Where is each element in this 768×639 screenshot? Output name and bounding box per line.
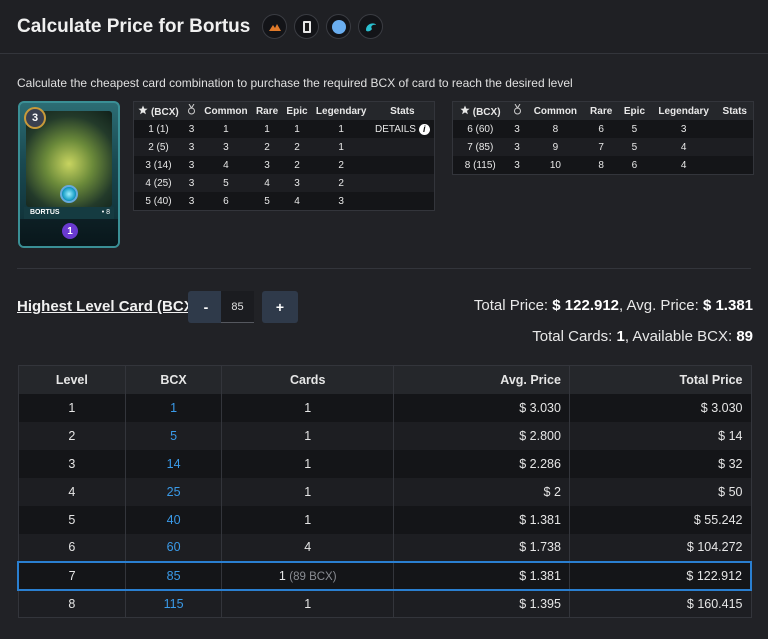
price-table: Level BCX Cards Avg. Price Total Price 1… [17,365,752,618]
table-row: 5 40 1 $ 1.381 $ 55.242 [18,505,752,534]
bcx-link[interactable]: 85 [125,560,222,591]
stats-row: 7 (85) 3 9 7 5 4 [453,138,753,156]
table-row: 4 25 1 $ 2 $ 50 [18,477,752,506]
fire-splinter-icon [262,14,288,39]
stats-row: 6 (60) 3 8 6 5 3 [453,120,753,138]
medal-column-header [507,102,527,120]
common-column-header: Common [526,102,585,120]
cards-column-header: Cards [221,365,395,394]
card-gem [60,185,78,203]
stats-column-header: Stats [370,102,434,120]
section-divider [17,268,751,269]
common-column-header: Common [200,102,252,120]
table-row: 1 1 1 $ 3.030 $ 3.030 [18,393,752,422]
star-icon [138,105,148,114]
legendary-column-header: Legendary [311,102,371,120]
bcx-link[interactable]: 40 [125,505,222,534]
details-link[interactable]: DETAILS i [370,120,434,138]
bcx-link[interactable]: 5 [125,421,222,450]
epic-column-header: Epic [618,102,651,120]
bcx-link[interactable]: 60 [125,533,222,562]
total-price-value: $ 122.912 [552,297,620,314]
stats-column-header: Stats [716,102,753,120]
table-row: 3 14 1 $ 2.286 $ 32 [18,449,752,478]
medal-column-header [182,102,201,120]
legendary-column-header: Legendary [650,102,717,120]
bcx-column-header: BCX [125,365,222,394]
page-title: Calculate Price for Bortus [17,15,251,37]
bcx-link[interactable]: 1 [125,393,222,422]
star-icon [460,105,470,114]
bcx-link[interactable]: 14 [125,449,222,478]
card-image: 3 BORTUS • 8 1 [18,101,120,248]
bcx-link[interactable]: 115 [125,589,222,618]
table-row-selected[interactable]: 7 85 1 (89 BCX) $ 1.381 $ 122.912 [17,560,752,591]
total-price-column-header: Total Price [569,365,752,394]
total-cards-summary: Total Cards: 1, Available BCX: 89 [532,328,753,345]
available-bcx-value: 89 [736,328,753,345]
info-icon: i [418,123,430,135]
stats-row: 4 (25) 3 5 4 3 2 [134,174,434,192]
avg-price-column-header: Avg. Price [393,365,570,394]
stats-row: 3 (14) 3 4 3 2 2 [134,156,434,174]
bcx-column-header: (BCX) [453,102,508,120]
increment-button[interactable]: + [262,291,298,323]
bcx-column-header: (BCX) [134,102,183,120]
card-level-badge: 3 [24,107,46,129]
medal-icon [513,103,521,115]
stats-row: 5 (40) 3 6 5 4 3 [134,192,434,210]
stats-table-right: (BCX) Common Rare Epic Legendary Stats 6… [452,101,754,175]
stats-row: 1 (1) 3 1 1 1 1 DETAILS i [134,120,434,138]
edition-icon [294,14,320,39]
level-column-header: Level [18,365,127,394]
common-rarity-icon [326,14,352,39]
card-mana: 1 [62,223,78,239]
page-subtitle: Calculate the cheapest card combination … [17,76,573,90]
stats-table-left: (BCX) Common Rare Epic Legendary Stats 1… [133,101,435,211]
table-row: 6 60 4 $ 1.738 $ 104.272 [18,533,752,562]
rare-column-header: Rare [584,102,619,120]
bcx-link[interactable]: 25 [125,477,222,506]
total-price-summary: Total Price: $ 122.912, Avg. Price: $ 1.… [473,297,753,314]
page-header: Calculate Price for Bortus [0,0,768,54]
water-element-icon [358,14,384,39]
epic-column-header: Epic [282,102,312,120]
total-cards-value: 1 [616,328,625,345]
avg-price-value: $ 1.381 [702,297,753,314]
bcx-input[interactable] [221,291,254,323]
table-row: 8 115 1 $ 1.395 $ 160.415 [18,589,752,618]
decrement-button[interactable]: - [188,291,224,323]
highest-level-label: Highest Level Card (BCX) [17,298,199,315]
stats-row: 8 (115) 3 10 8 6 4 [453,156,753,174]
rare-column-header: Rare [251,102,283,120]
table-row: 2 5 1 $ 2.800 $ 14 [18,421,752,450]
card-name: BORTUS • 8 [24,207,114,219]
medal-icon [188,103,196,115]
cards-note: (89 BCX) [289,570,337,583]
stats-row: 2 (5) 3 3 2 2 1 [134,138,434,156]
